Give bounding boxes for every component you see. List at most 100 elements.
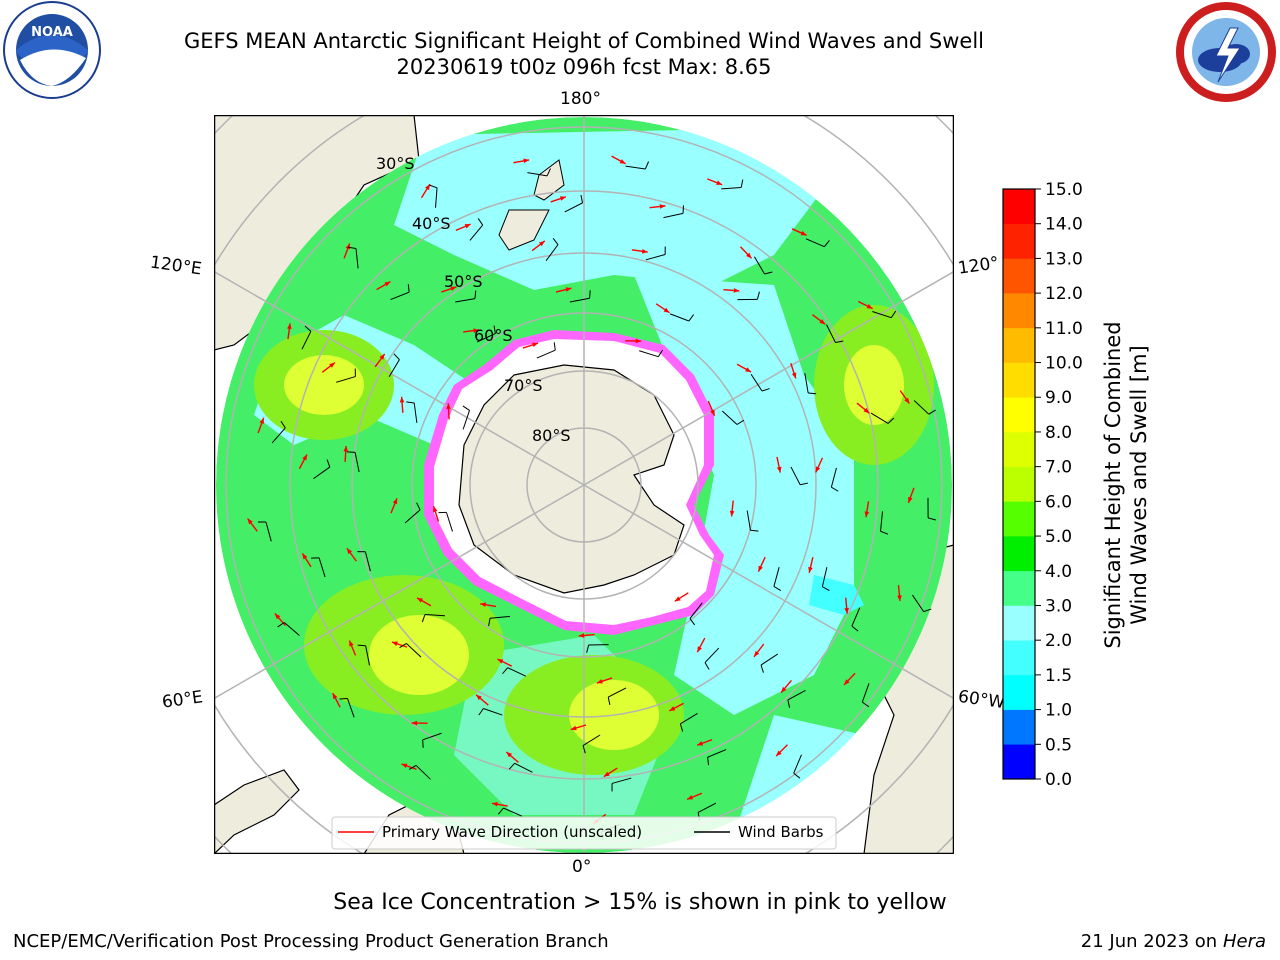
lon-label-bottom: 0° — [572, 857, 592, 877]
footer-date: 21 Jun 2023 on — [1080, 931, 1218, 952]
wind-barb — [301, 331, 312, 350]
wave-arrowhead — [329, 362, 335, 368]
wave-arrowhead — [578, 633, 585, 638]
wind-barb — [469, 224, 484, 241]
wave-arrowhead — [596, 679, 603, 684]
colorbar-bins — [1002, 188, 1036, 780]
wave-arrowhead — [497, 659, 504, 664]
wind-barb — [283, 622, 300, 636]
wind-barb — [545, 244, 559, 261]
wave-arrowhead — [349, 640, 354, 647]
wave-arrowhead — [345, 243, 350, 250]
wind-barb-feather — [822, 586, 830, 591]
wind-barb — [477, 333, 496, 343]
wave-arrowhead — [464, 224, 471, 229]
wind-barb — [564, 202, 583, 213]
wave-arrowhead — [379, 353, 385, 360]
wind-barb — [390, 291, 410, 301]
noaa-logo: NOAA — [3, 1, 101, 99]
wave-arrowhead — [416, 597, 423, 603]
nws-logo — [1176, 2, 1276, 102]
wind-barb — [388, 359, 400, 378]
wind-barb-feather — [927, 517, 936, 521]
wave-arrowhead — [904, 397, 910, 404]
lon-label-left-lower: 60°E — [160, 687, 205, 713]
wind-barb — [346, 698, 355, 718]
wind-barb-feather — [793, 772, 801, 779]
wind-barb-feather — [488, 618, 491, 627]
colorbar-tick-label: 14.0 — [1045, 215, 1083, 235]
wind-barb-feather — [429, 184, 438, 189]
colorbar-tick-label: 6.0 — [1045, 492, 1072, 512]
wind-barb-feather — [304, 325, 312, 332]
wave-arrowhead — [697, 741, 704, 746]
wind-barb — [355, 248, 359, 269]
wind-barb-feather — [478, 708, 484, 716]
wind-barb-feather — [704, 662, 710, 670]
polar-map-canvas: 30°S 40°S 50°S 60°S 70°S 80°S Primary Wa… — [214, 115, 954, 854]
wind-barb — [462, 410, 470, 430]
footer-host: Hera — [1222, 931, 1266, 952]
wave-arrowhead — [669, 706, 676, 711]
colorbar-tick-label: 11.0 — [1045, 319, 1083, 339]
wind-barb — [527, 172, 548, 177]
colorbar-bin — [1003, 501, 1035, 537]
wave-arrowhead — [446, 403, 451, 410]
colorbar-tick-label: 4.0 — [1045, 562, 1072, 582]
wind-barb — [569, 297, 590, 303]
wave-arrowhead — [844, 607, 850, 614]
colorbar-bin — [1003, 189, 1035, 225]
colorbar-tick-label: 12.0 — [1045, 284, 1083, 304]
south-africa-land — [214, 769, 300, 854]
wave-direction-arrows — [247, 155, 915, 825]
wind-barb-feather — [416, 502, 421, 511]
wind-barb-feather — [862, 701, 870, 708]
wind-barb-feather — [474, 290, 477, 299]
colorbar-tick-label: 1.5 — [1045, 666, 1072, 686]
wind-barb-feather — [887, 417, 895, 424]
wind-barb-feather — [347, 451, 356, 453]
wave-arrowhead — [247, 518, 253, 525]
wind-barb-feather — [750, 529, 759, 532]
wave-arrowhead — [819, 319, 826, 325]
wave-arrowhead — [433, 506, 438, 513]
colorbar-tick-label: 9.0 — [1045, 388, 1072, 408]
wind-barb — [435, 187, 438, 208]
wave-arrowhead — [776, 750, 782, 757]
wind-barb-feather — [607, 696, 611, 706]
wave-arrowhead — [754, 650, 760, 657]
wave-arrowhead — [897, 595, 902, 601]
wave-arrowhead — [392, 498, 398, 505]
wave-arrowhead — [791, 372, 797, 379]
wave-arrowhead — [674, 596, 681, 602]
wave-arrowhead — [908, 496, 913, 503]
footer-branch: NCEP/EMC/Verification Post Processing Pr… — [13, 931, 609, 952]
colorbar-tick-label: 8.0 — [1045, 423, 1072, 443]
new-zealand-south-land — [498, 209, 550, 251]
wave-arrowhead — [565, 287, 572, 292]
noaa-logo-text: NOAA — [31, 25, 73, 40]
colorbar-tick-label: 0.0 — [1045, 770, 1072, 790]
wind-barbs — [257, 161, 936, 841]
colorbar-tick-label: 5.0 — [1045, 527, 1072, 547]
wave-arrowhead — [863, 407, 870, 414]
wind-barb — [913, 400, 930, 415]
wind-barb — [424, 614, 445, 617]
wind-barb-feather — [689, 618, 696, 626]
wave-arrowhead — [746, 252, 752, 259]
lat-label-80s: 80°S — [532, 426, 571, 445]
colorbar-outline — [1002, 188, 1036, 780]
wave-arrowhead — [523, 158, 530, 164]
wind-barb — [821, 567, 828, 587]
colorbar-bin — [1003, 674, 1035, 710]
lat-label-30s: 30°S — [376, 154, 415, 173]
wave-arrowhead — [733, 288, 740, 293]
legend-barb-label: Wind Barbs — [738, 823, 824, 841]
wind-barb-feather — [824, 240, 830, 248]
wind-barb-feather — [357, 644, 366, 647]
wind-barb-feather — [707, 757, 710, 766]
wind-barb-feather — [393, 353, 400, 360]
colorbar-label-line1: Significant Height of Combined — [1101, 321, 1125, 649]
wind-barb — [271, 427, 286, 444]
wave-arrowhead — [391, 641, 398, 646]
